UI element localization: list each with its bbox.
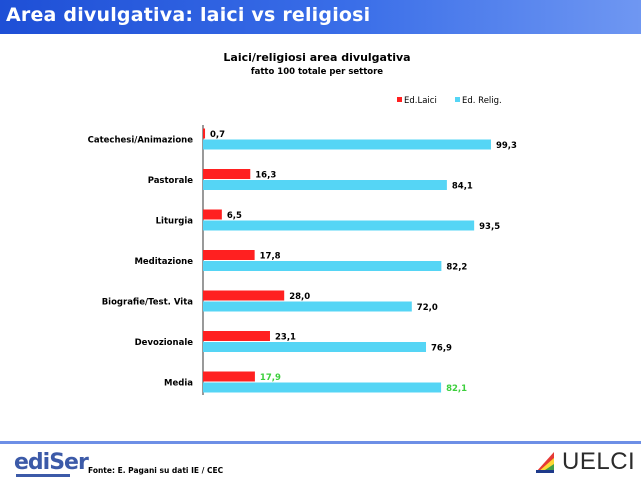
category-label: Biografie/Test. Vita (102, 298, 194, 308)
header-bar: Area divulgativa: laici vs religiosi (0, 0, 641, 34)
footer-divider (0, 441, 641, 444)
bar-laici (203, 371, 255, 382)
bar-laici (203, 169, 251, 179)
ediser-logo-text: ediSer (14, 450, 89, 475)
data-label: 76,9 (431, 344, 452, 354)
chart: Laici/religiosi area divulgativa fatto 1… (88, 51, 517, 395)
bar-relig (203, 261, 442, 271)
data-label: 17,8 (260, 252, 281, 262)
data-label: 28,0 (289, 292, 310, 302)
data-label: 17,9 (260, 373, 281, 383)
data-label: 84,1 (452, 182, 473, 192)
uelci-logo-text: UELCI (562, 448, 636, 475)
data-label: 6,5 (227, 211, 242, 221)
uelci-logo: UELCI (534, 448, 636, 478)
chart-title: Laici/religiosi area divulgativa (223, 51, 410, 64)
bar-laici (203, 250, 255, 260)
chart-subtitle: fatto 100 totale per settore (251, 67, 383, 77)
bar-relig (203, 139, 491, 150)
bar-laici (203, 290, 285, 301)
plot-area: Catechesi/Animazione 0,7 99,3 Pastorale 16,3… (88, 125, 517, 395)
legend-label-1: Ed. Relig. (462, 96, 502, 106)
category-label: Media (164, 379, 193, 389)
bar-relig (203, 342, 427, 352)
category-label: Liturgia (156, 217, 194, 227)
category-label: Devozionale (135, 338, 194, 348)
bar-relig (203, 220, 475, 231)
bar-laici (203, 331, 270, 341)
bar-relig (203, 382, 442, 393)
legend: Ed.Laici Ed. Relig. (397, 96, 502, 106)
data-label: 72,0 (417, 303, 438, 313)
page-title: Area divulgativa: laici vs religiosi (6, 4, 371, 26)
data-label: 93,5 (479, 222, 500, 232)
data-label: 0,7 (210, 130, 225, 140)
data-label: 82,2 (446, 263, 467, 273)
legend-label-0: Ed.Laici (404, 96, 437, 106)
uelci-mark-icon (536, 452, 554, 473)
legend-swatch-0 (397, 97, 402, 102)
legend-swatch-1 (455, 97, 460, 102)
bar-laici (203, 209, 222, 220)
category-label: Meditazione (134, 257, 193, 267)
source-note: Fonte: E. Pagani su dati IE / CEC (88, 466, 224, 475)
ediser-logo: ediSer (14, 450, 89, 478)
data-label: 82,1 (446, 384, 467, 394)
ediser-logo-underline (16, 474, 70, 477)
bar-relig (203, 301, 412, 312)
bar-relig (203, 180, 447, 190)
category-label: Catechesi/Animazione (88, 136, 194, 146)
data-label: 23,1 (275, 333, 296, 343)
data-label: 99,3 (496, 141, 517, 151)
bar-laici (203, 128, 206, 139)
data-label: 16,3 (255, 171, 276, 181)
category-label: Pastorale (148, 176, 194, 186)
